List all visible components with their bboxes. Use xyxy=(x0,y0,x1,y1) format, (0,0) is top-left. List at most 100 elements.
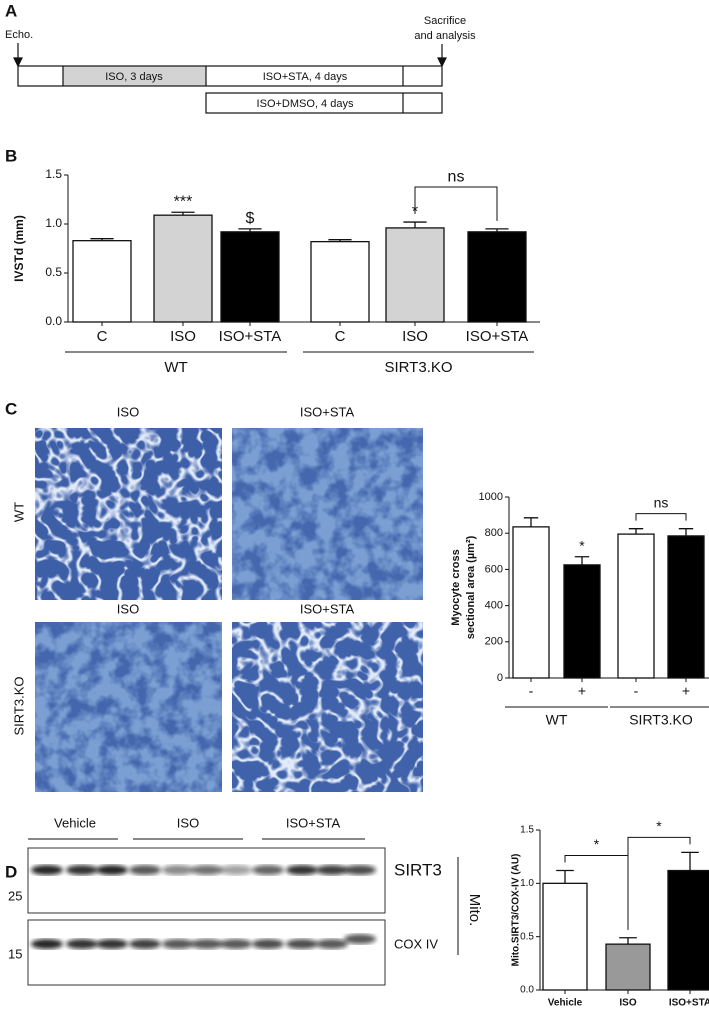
band xyxy=(191,865,223,875)
group-label: WT xyxy=(164,359,187,376)
bracket xyxy=(627,836,691,930)
y-tick-label: 200 xyxy=(485,636,503,648)
x-tick-label: - xyxy=(529,683,534,699)
x-tick-label: C xyxy=(97,328,108,345)
y-tick-label: 1.5 xyxy=(520,825,534,836)
band xyxy=(316,865,348,875)
x-tick-label: ISO xyxy=(619,998,636,1009)
mw-marker: 15 xyxy=(8,946,22,961)
band xyxy=(220,865,252,875)
x-tick-label: + xyxy=(682,683,690,699)
mw-marker: 25 xyxy=(8,888,22,903)
segment-label: ISO, 3 days xyxy=(105,71,163,83)
y-tick-label: 1.0 xyxy=(520,878,534,889)
bracket-label: ns xyxy=(448,168,465,185)
column-label: ISO+STA xyxy=(300,404,355,419)
x-tick-label: C xyxy=(335,328,346,345)
error-bar xyxy=(523,517,539,527)
bracket xyxy=(635,513,687,521)
y-axis-label: Myocyte cross xyxy=(450,549,462,625)
y-tick-label: 1.5 xyxy=(45,167,62,181)
lane-group: ISO xyxy=(177,815,199,830)
band xyxy=(129,939,161,949)
band xyxy=(252,865,284,875)
blot-frame xyxy=(27,919,386,986)
error-bar xyxy=(574,556,590,565)
segment-label: ISO+DMSO, 4 days xyxy=(257,98,354,110)
panel-label: C xyxy=(5,399,17,418)
band xyxy=(344,934,376,944)
band xyxy=(96,865,128,875)
band xyxy=(191,939,223,949)
x-tick-label: ISO xyxy=(402,328,428,345)
bar xyxy=(72,240,132,323)
bracket-label: * xyxy=(594,836,600,852)
y-axis-label: sectional area (µm²) xyxy=(465,535,477,639)
band xyxy=(286,939,318,949)
x-tick-label: ISO+STA xyxy=(466,328,529,345)
x-tick-label: ISO xyxy=(170,328,196,345)
group-label: SIRT3.KO xyxy=(629,712,693,728)
error-bar xyxy=(403,221,427,228)
y-tick-label: 0 xyxy=(497,672,503,684)
band-label: COX IV xyxy=(394,936,438,951)
row-label: WT xyxy=(11,502,26,522)
column-label: ISO xyxy=(117,404,139,419)
column-label: ISO+STA xyxy=(300,601,355,616)
panel-label: A xyxy=(5,1,17,20)
y-tick-label: 1000 xyxy=(479,491,503,503)
band xyxy=(252,939,284,949)
band xyxy=(344,865,376,875)
y-tick-label: 0.5 xyxy=(520,931,534,942)
band-label: SIRT3 xyxy=(394,860,442,879)
y-tick-label: 600 xyxy=(485,563,503,575)
y-tick-label: 800 xyxy=(485,527,503,539)
x-tick-label: ISO+STA xyxy=(219,328,282,345)
band xyxy=(66,939,98,949)
lane-group: Vehicle xyxy=(54,815,96,830)
timeline xyxy=(13,43,447,114)
band xyxy=(96,939,128,949)
annotation: $ xyxy=(246,210,255,227)
error-bar xyxy=(90,238,114,241)
segment-label: ISO+STA, 4 days xyxy=(263,71,348,83)
micrographs xyxy=(35,428,423,792)
blot-frame xyxy=(27,847,386,914)
group-label: SIRT3.KO xyxy=(384,359,452,376)
bar xyxy=(153,214,213,323)
x-tick-label: Vehicle xyxy=(548,998,583,1009)
group-label: WT xyxy=(546,712,568,728)
y-axis-label: IVSTd (mm) xyxy=(12,215,26,282)
timeline-end: Sacrifice xyxy=(424,15,466,27)
bar xyxy=(605,943,651,991)
y-tick-label: 0.0 xyxy=(520,985,534,996)
bar xyxy=(617,533,655,679)
error-bar xyxy=(681,851,699,871)
band xyxy=(66,865,98,875)
error-bar xyxy=(556,869,574,884)
y-axis-label: Mito.SIRT3/COX-IV (AU) xyxy=(511,854,522,967)
y-tick-label: 0.0 xyxy=(45,314,62,328)
band xyxy=(316,939,348,949)
error-bar xyxy=(678,528,694,536)
column-label: ISO xyxy=(117,601,139,616)
x-tick-label: - xyxy=(634,683,639,699)
error-bar xyxy=(485,228,509,232)
y-tick-label: 1.0 xyxy=(45,216,62,230)
bar xyxy=(385,227,445,323)
annotation: *** xyxy=(174,193,193,210)
timeline-end: and analysis xyxy=(414,30,476,42)
bracket-label: * xyxy=(656,818,662,834)
band xyxy=(129,865,161,875)
band xyxy=(286,865,318,875)
lane-group: ISO+STA xyxy=(286,815,341,830)
bracket xyxy=(414,186,498,221)
band xyxy=(220,939,252,949)
error-bar xyxy=(619,937,637,945)
bar xyxy=(667,535,705,679)
band xyxy=(162,865,194,875)
fraction-label: Mito. xyxy=(466,894,483,927)
bar xyxy=(542,882,588,991)
